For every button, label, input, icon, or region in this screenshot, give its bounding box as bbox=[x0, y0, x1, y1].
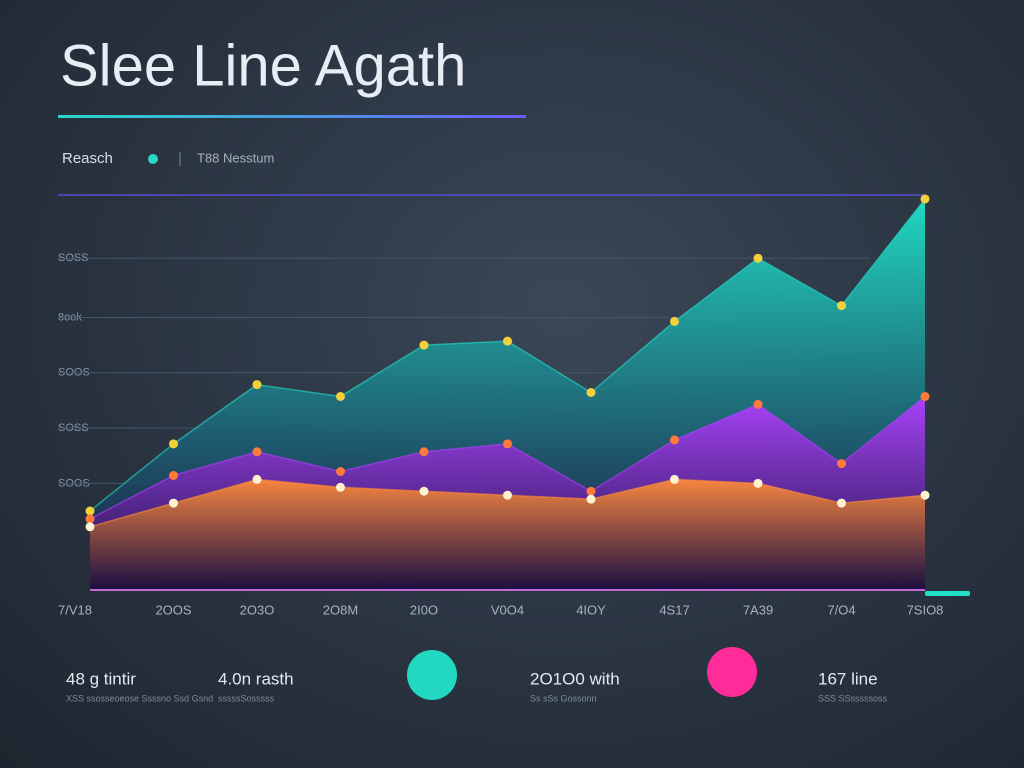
stats: 48 g tintir XSS ssosseoeose Ssssno Ssd Gs… bbox=[66, 647, 888, 703]
stat-caption: sssssSosssss bbox=[218, 693, 275, 703]
legend-label: T88 Nesstum bbox=[197, 150, 274, 165]
point bbox=[85, 506, 95, 516]
x-tick-label: 2I0O bbox=[410, 602, 438, 617]
x-axis-cap bbox=[925, 591, 970, 596]
legend-swatch bbox=[148, 154, 158, 164]
point bbox=[586, 486, 596, 496]
point bbox=[503, 490, 512, 500]
point bbox=[920, 490, 930, 500]
point bbox=[419, 340, 429, 350]
point bbox=[670, 316, 679, 326]
point bbox=[252, 474, 262, 484]
point bbox=[837, 459, 846, 469]
x-tick-label: 2O8M bbox=[323, 602, 358, 617]
point bbox=[419, 447, 429, 457]
x-tick-label: 2OOS bbox=[155, 602, 191, 617]
stat-caption: SSS SSsssssoss bbox=[818, 693, 888, 703]
x-tick-label: 7/O4 bbox=[827, 602, 855, 617]
point bbox=[336, 482, 345, 492]
point bbox=[837, 301, 846, 311]
area bbox=[90, 479, 925, 590]
chart-title: Slee Line Agath bbox=[60, 33, 466, 98]
point bbox=[336, 467, 345, 476]
point bbox=[920, 194, 930, 204]
point bbox=[753, 399, 763, 409]
point bbox=[503, 439, 512, 449]
x-tick-label: 2O3O bbox=[240, 602, 275, 617]
point bbox=[837, 498, 846, 508]
x-tick-label: 7A39 bbox=[743, 602, 773, 617]
stat-value: 48 g tintir bbox=[66, 669, 136, 688]
x-tick-label: V0O4 bbox=[491, 602, 524, 617]
point bbox=[670, 435, 679, 445]
point bbox=[336, 391, 345, 401]
x-tick-label: 7/V18 bbox=[58, 602, 92, 617]
point bbox=[169, 439, 178, 449]
point bbox=[503, 336, 512, 346]
point bbox=[586, 494, 596, 504]
point bbox=[920, 391, 930, 401]
stat-value: 167 line bbox=[818, 669, 878, 688]
stat-value: 4.0n rasth bbox=[218, 669, 294, 688]
title-rule bbox=[58, 115, 526, 118]
x-tick-label: 7SIO8 bbox=[907, 602, 944, 617]
stat-value: 2O1O0 with bbox=[530, 669, 620, 688]
point bbox=[753, 253, 763, 263]
point bbox=[419, 486, 429, 496]
point bbox=[85, 514, 95, 524]
stat-icon bbox=[407, 650, 457, 700]
stat-caption: Ss sSs Gossonn bbox=[530, 693, 597, 703]
stat-caption: XSS ssosseoeose Ssssno Ssd Gsnd bbox=[66, 693, 213, 703]
point bbox=[169, 470, 178, 480]
legend: Reasch T88 Nesstum bbox=[62, 150, 274, 167]
point bbox=[85, 522, 95, 532]
x-tick-label: 4IOY bbox=[576, 602, 606, 617]
point bbox=[670, 474, 679, 484]
stat-icon bbox=[707, 647, 757, 697]
legend-label: Reasch bbox=[62, 150, 113, 167]
point bbox=[586, 388, 596, 397]
point bbox=[252, 380, 262, 390]
point bbox=[753, 478, 763, 488]
point bbox=[252, 447, 262, 457]
point bbox=[169, 498, 178, 508]
x-tick-label: 4S17 bbox=[659, 602, 689, 617]
